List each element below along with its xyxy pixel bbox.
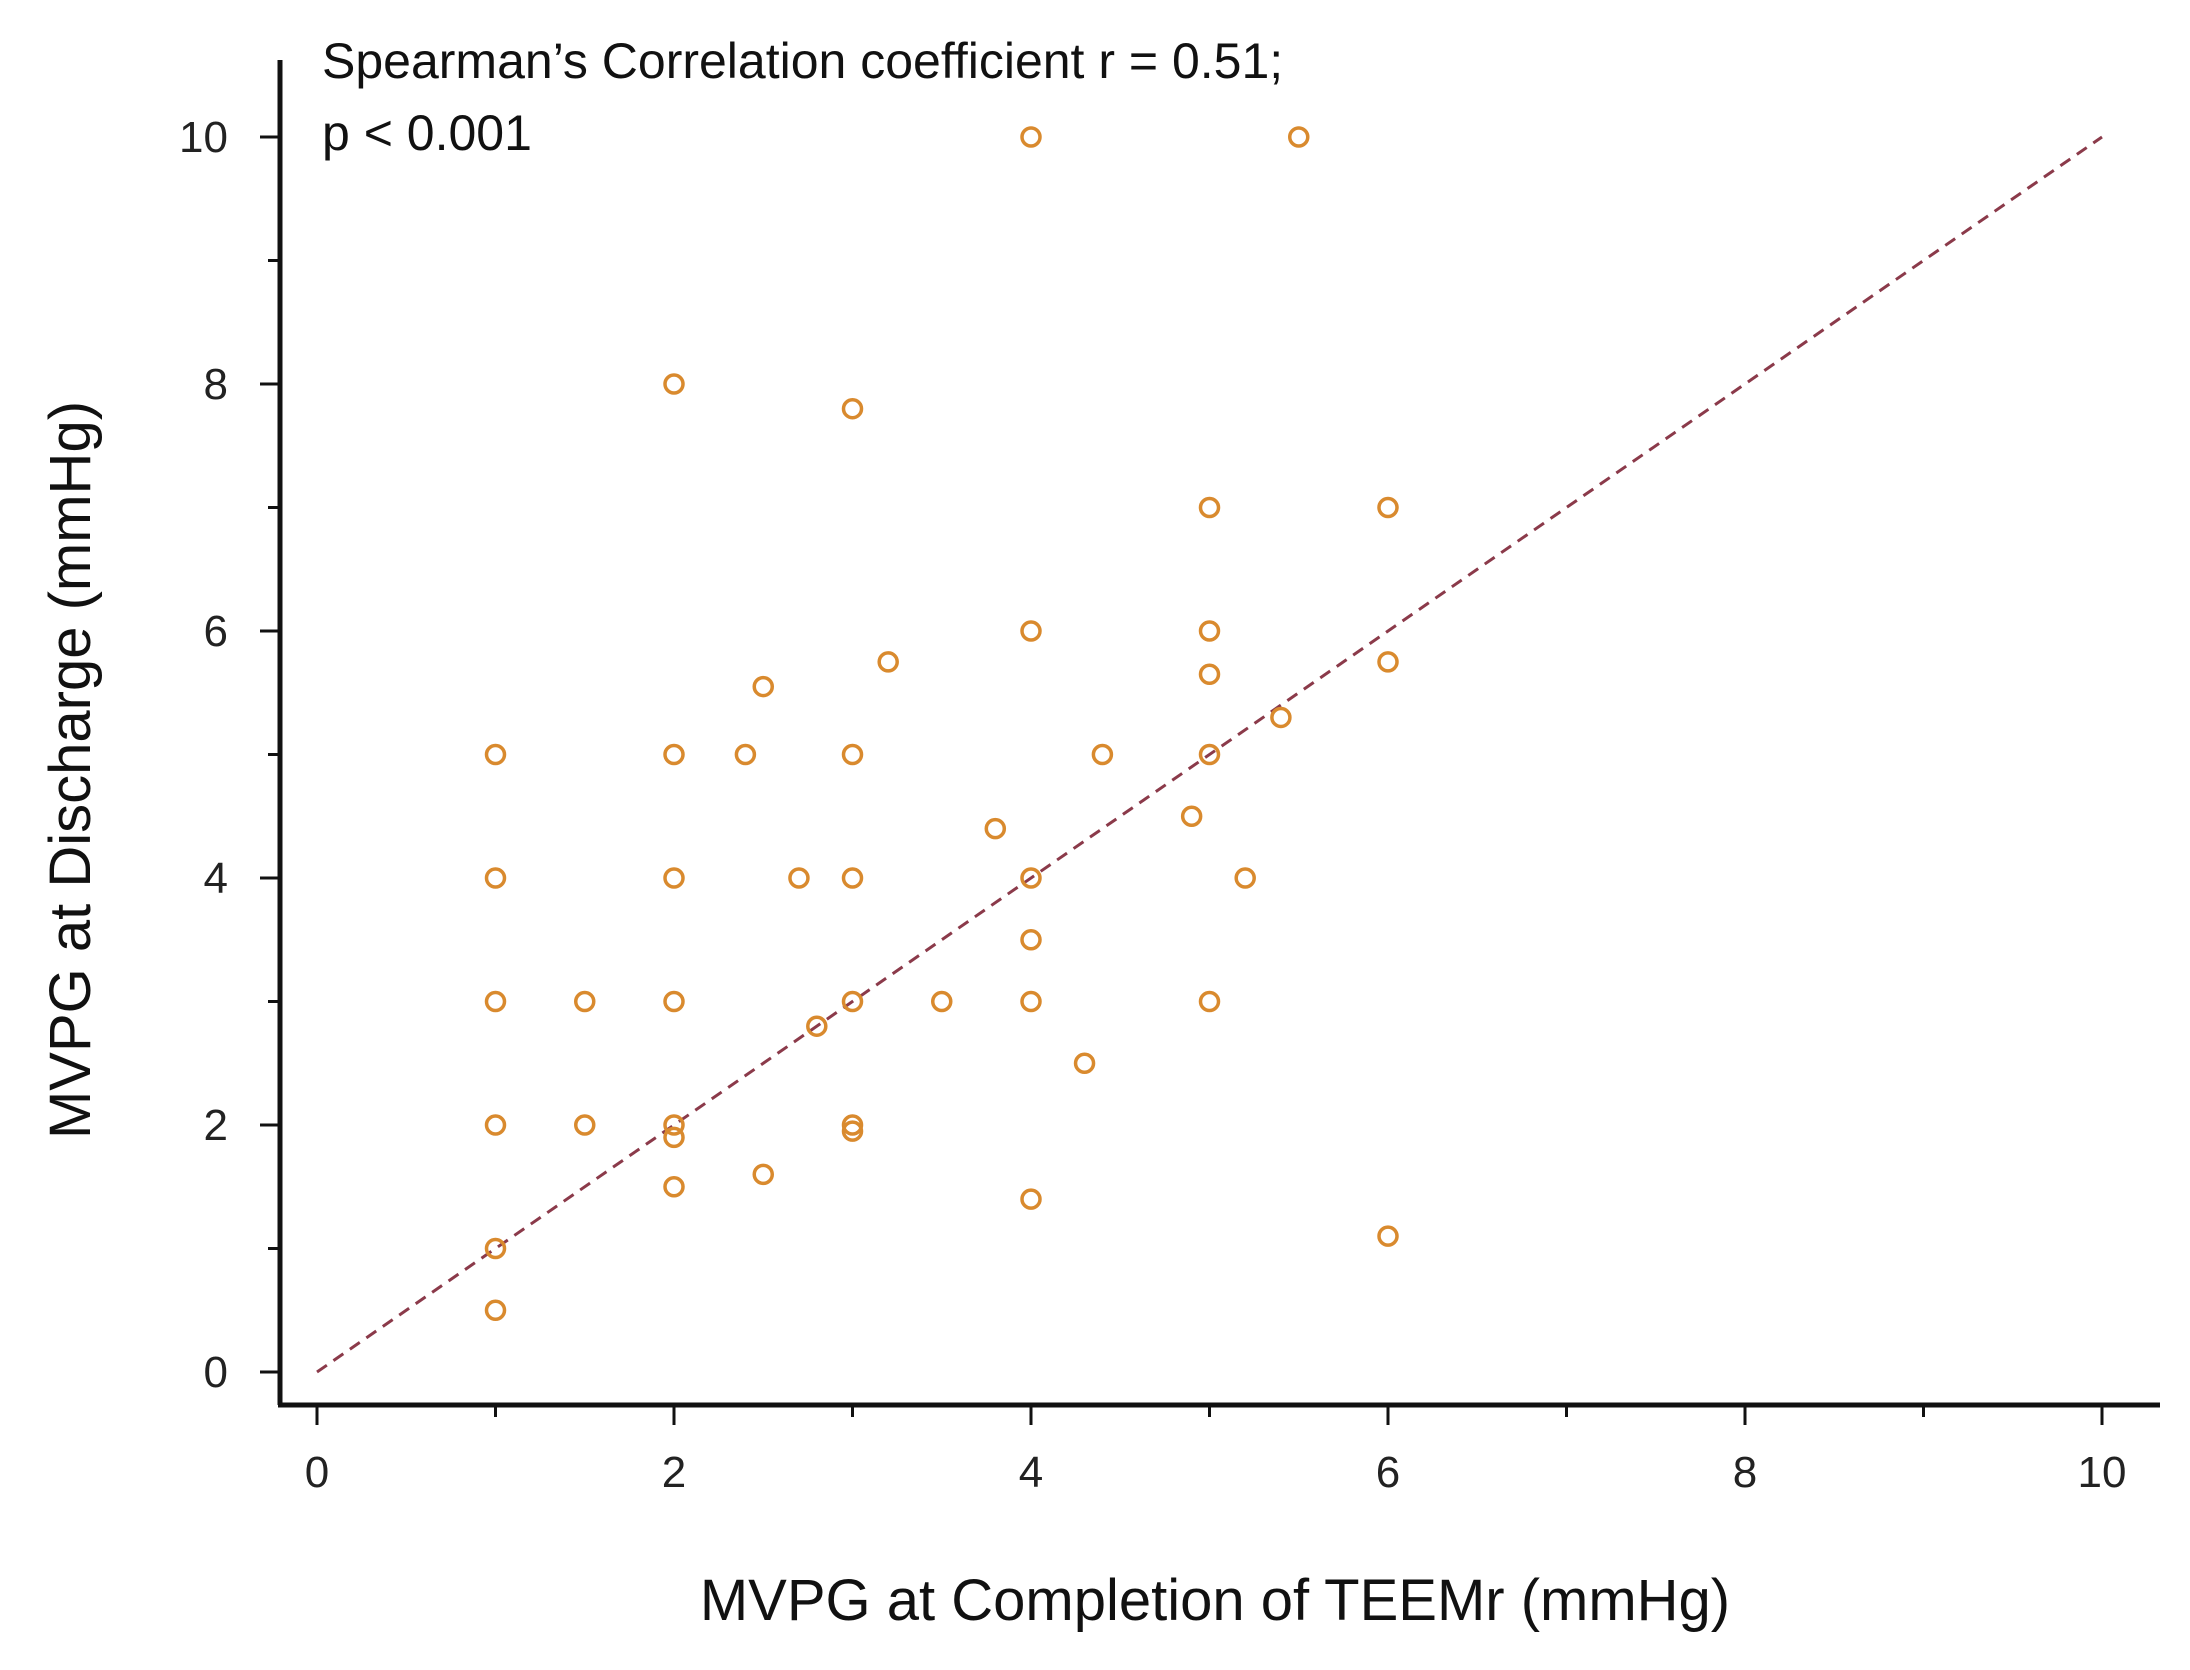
data-point [1198,620,1221,642]
data-point [1091,743,1114,766]
y-axis-title: MVPG at Discharge (mmHg) [38,401,103,1139]
data-point [1377,1225,1399,1247]
data-point [1198,663,1221,685]
x-tick-label: 4 [1019,1448,1043,1497]
data-point [1073,1052,1096,1074]
data-point [574,990,596,1013]
annotation-line-1: Spearman’s Correlation coefficient r = 0… [322,33,1283,89]
y-tick-label: 6 [204,607,228,656]
data-point [1020,990,1042,1013]
y-tick-label: 4 [204,854,228,903]
y-tick-label: 10 [179,113,228,162]
y-tick-label: 2 [204,1101,228,1150]
x-tick-label: 10 [2078,1448,2127,1497]
x-tick-label: 8 [1733,1448,1757,1497]
correlation-annotation: Spearman’s Correlation coefficient r = 0… [322,33,1283,161]
data-point [663,1126,685,1149]
x-axis-title: MVPG at Completion of TEEMr (mmHg) [700,1568,1730,1633]
data-point [841,1120,864,1142]
data-point [1377,496,1399,519]
data-point [931,990,953,1013]
data-point [752,1163,774,1186]
data-point [484,743,507,766]
data-point [484,990,507,1013]
data-point [734,743,757,766]
data-point [788,867,810,889]
data-points [484,126,1399,1321]
data-point [1198,990,1221,1013]
data-point [484,867,507,889]
axes [277,60,2160,1408]
data-point [841,397,864,420]
x-tick-label: 2 [662,1448,686,1497]
data-point [574,1114,596,1136]
data-point [663,990,685,1013]
ticks: 0 2 4 6 8 10 0 2 4 6 8 10 [179,113,2126,1497]
data-point [841,743,864,766]
data-point [1020,929,1042,951]
reference-line-group [316,135,2103,1374]
data-point [1020,126,1042,148]
data-point [752,675,774,698]
data-point [877,651,899,673]
data-point [663,1114,685,1136]
y-tick-label: 0 [204,1348,228,1397]
data-point [484,1299,507,1321]
data-point [1288,126,1310,148]
data-point [1198,496,1221,519]
data-point [1377,651,1399,673]
data-point [841,867,864,889]
data-point [663,743,685,766]
reference-line [316,135,2103,1374]
data-point [841,990,864,1013]
x-tick-label: 6 [1376,1448,1400,1497]
data-point [1020,867,1042,889]
data-point [1198,743,1221,766]
data-point [1020,1188,1042,1210]
data-point [1020,620,1042,642]
y-tick-label: 8 [204,360,228,409]
data-point [663,1176,685,1198]
data-point [806,1015,828,1037]
data-point [1270,706,1292,729]
data-point [1234,867,1256,889]
data-point [663,867,685,889]
data-point [663,373,685,395]
data-point [484,1237,507,1260]
data-point [984,817,1007,840]
data-point [484,1114,507,1136]
annotation-line-2: p < 0.001 [322,105,532,161]
data-point [841,1114,864,1136]
data-point [1180,805,1203,827]
x-tick-label: 0 [305,1448,329,1497]
